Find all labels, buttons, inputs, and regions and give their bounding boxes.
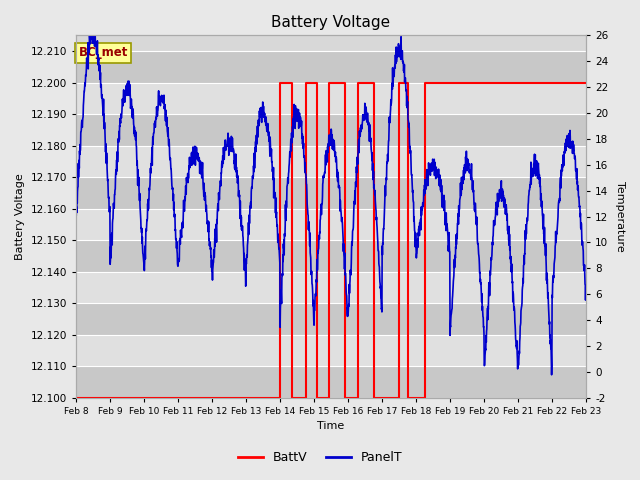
Text: BC_met: BC_met bbox=[79, 46, 128, 59]
Bar bbox=[76, 209, 586, 240]
Bar bbox=[76, 51, 586, 83]
Bar bbox=[76, 145, 586, 177]
Bar bbox=[76, 177, 586, 209]
Bar bbox=[76, 335, 586, 366]
Title: Battery Voltage: Battery Voltage bbox=[271, 15, 390, 30]
Bar bbox=[76, 272, 586, 303]
Bar bbox=[76, 303, 586, 335]
Bar bbox=[76, 366, 586, 398]
Bar bbox=[76, 83, 586, 114]
Y-axis label: Battery Voltage: Battery Voltage bbox=[15, 173, 25, 260]
Bar bbox=[76, 240, 586, 272]
Y-axis label: Temperature: Temperature bbox=[615, 181, 625, 252]
Legend: BattV, PanelT: BattV, PanelT bbox=[232, 446, 408, 469]
Bar bbox=[76, 114, 586, 145]
X-axis label: Time: Time bbox=[317, 421, 344, 432]
